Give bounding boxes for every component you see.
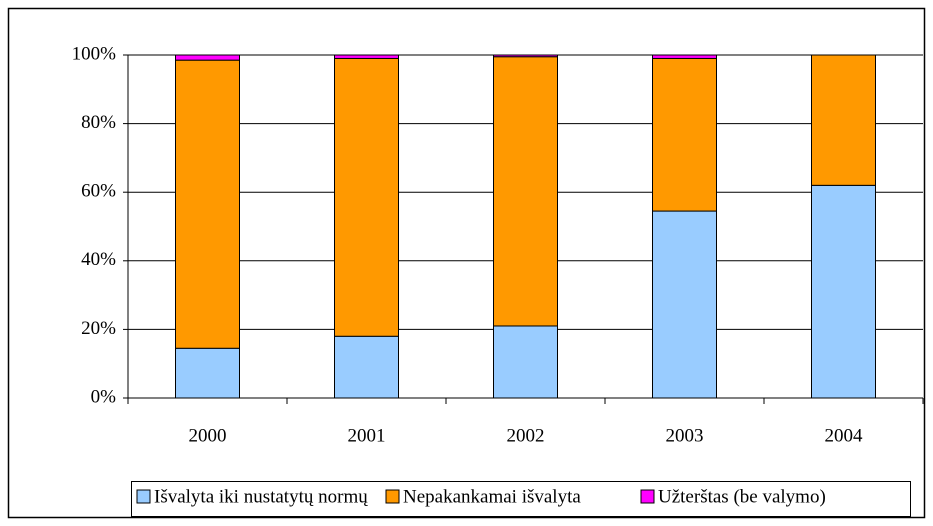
- y-tick-label: 60%: [81, 181, 116, 202]
- legend-swatch: [640, 489, 655, 504]
- bar-segment: [175, 347, 240, 399]
- x-tick-label: 2003: [666, 425, 704, 446]
- x-tick-label: 2001: [348, 425, 386, 446]
- bar-segment: [811, 184, 876, 399]
- legend-swatch: [385, 489, 400, 504]
- y-tick-label: 40%: [81, 249, 116, 270]
- y-tick-label: 80%: [81, 112, 116, 133]
- bar-segment: [493, 325, 558, 399]
- bar-segment: [493, 54, 558, 58]
- y-tick-label: 20%: [81, 318, 116, 339]
- x-tick-label: 2002: [507, 425, 545, 446]
- bar-segment: [811, 54, 876, 186]
- x-tick-label: 2004: [825, 425, 864, 446]
- bar-segment: [652, 210, 717, 399]
- bar-segment: [652, 57, 717, 212]
- bar-segment: [334, 57, 399, 337]
- bar-segment: [334, 54, 399, 59]
- bar-segment: [493, 56, 558, 327]
- chart-border: [7, 7, 926, 519]
- x-tick-label: 2000: [189, 425, 227, 446]
- legend-label: Nepakankamai išvalyta: [403, 486, 581, 507]
- bar-segment: [334, 335, 399, 399]
- y-tick-label: 0%: [91, 386, 117, 407]
- bar-segment: [175, 59, 240, 349]
- legend-box: [131, 481, 911, 517]
- y-tick-label: 100%: [72, 43, 117, 64]
- bar-segment: [175, 54, 240, 61]
- bar-segment: [652, 54, 717, 59]
- legend-label: Išvalyta iki nustatytų normų: [154, 486, 368, 507]
- legend-label: Užterštas (be valymo): [658, 486, 826, 507]
- legend-swatch: [136, 489, 151, 504]
